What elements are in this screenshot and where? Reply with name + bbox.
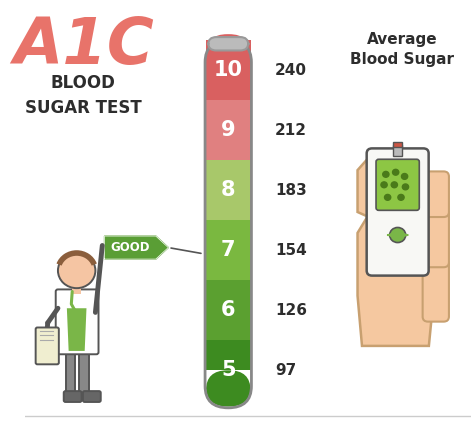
Bar bbox=[72, 285, 81, 293]
FancyBboxPatch shape bbox=[56, 290, 99, 354]
Text: 126: 126 bbox=[275, 303, 307, 318]
Bar bbox=[206, 160, 251, 220]
FancyBboxPatch shape bbox=[36, 327, 59, 364]
Circle shape bbox=[391, 182, 397, 188]
Polygon shape bbox=[206, 340, 251, 370]
Circle shape bbox=[58, 253, 95, 288]
Bar bbox=[65, 351, 75, 393]
Text: A1C: A1C bbox=[13, 15, 154, 77]
Polygon shape bbox=[357, 179, 438, 346]
Bar bbox=[393, 142, 402, 147]
Circle shape bbox=[402, 184, 409, 190]
Text: 6: 6 bbox=[221, 300, 236, 321]
Circle shape bbox=[384, 195, 391, 200]
Bar bbox=[206, 280, 251, 340]
Text: Average
Blood Sugar: Average Blood Sugar bbox=[350, 32, 454, 67]
Circle shape bbox=[381, 182, 387, 188]
Polygon shape bbox=[67, 308, 86, 351]
Text: 212: 212 bbox=[275, 123, 307, 138]
Text: 240: 240 bbox=[275, 63, 307, 78]
FancyBboxPatch shape bbox=[208, 37, 248, 50]
Text: 10: 10 bbox=[214, 61, 243, 81]
Circle shape bbox=[401, 173, 408, 179]
Text: 9: 9 bbox=[221, 120, 236, 140]
Circle shape bbox=[74, 315, 82, 323]
Circle shape bbox=[390, 228, 406, 243]
FancyBboxPatch shape bbox=[423, 171, 449, 217]
Circle shape bbox=[383, 171, 389, 177]
FancyBboxPatch shape bbox=[206, 34, 251, 70]
Polygon shape bbox=[357, 158, 378, 220]
Bar bbox=[206, 100, 251, 160]
Polygon shape bbox=[206, 40, 251, 100]
Text: 183: 183 bbox=[275, 183, 307, 198]
Bar bbox=[393, 145, 402, 156]
Text: GOOD: GOOD bbox=[110, 241, 150, 254]
FancyBboxPatch shape bbox=[423, 209, 449, 267]
Text: 5: 5 bbox=[221, 360, 236, 380]
FancyBboxPatch shape bbox=[423, 259, 449, 322]
Polygon shape bbox=[105, 236, 168, 259]
Text: 7: 7 bbox=[221, 240, 236, 260]
Text: 154: 154 bbox=[275, 243, 307, 258]
Circle shape bbox=[392, 169, 399, 175]
Text: 97: 97 bbox=[275, 363, 296, 378]
FancyBboxPatch shape bbox=[367, 148, 428, 276]
Bar bbox=[206, 220, 251, 280]
Text: BLOOD
SUGAR TEST: BLOOD SUGAR TEST bbox=[25, 74, 142, 117]
Text: 8: 8 bbox=[221, 180, 236, 201]
FancyBboxPatch shape bbox=[206, 370, 251, 407]
FancyBboxPatch shape bbox=[64, 391, 82, 402]
FancyBboxPatch shape bbox=[83, 391, 101, 402]
Circle shape bbox=[398, 195, 404, 200]
Bar bbox=[79, 351, 89, 393]
FancyBboxPatch shape bbox=[376, 159, 419, 210]
